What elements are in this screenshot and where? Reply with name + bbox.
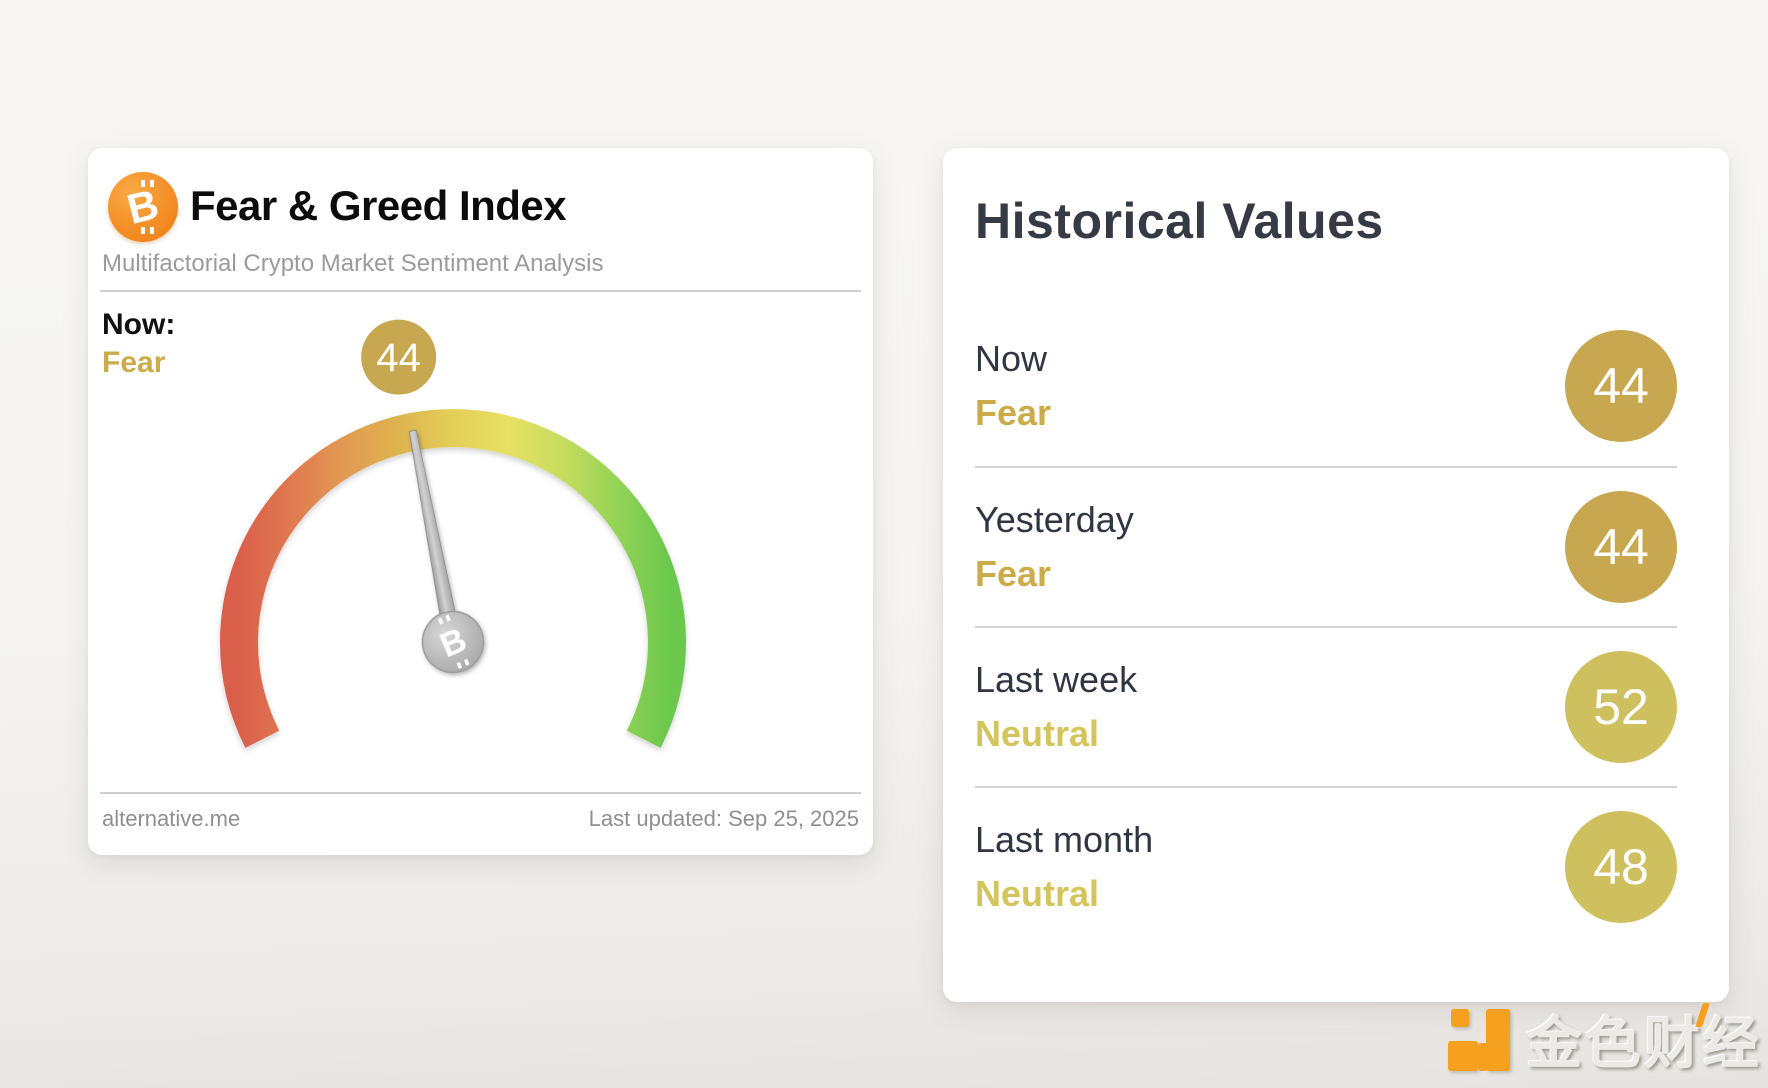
- fear-greed-gauge: B 44: [220, 319, 686, 748]
- bitcoin-tick: [140, 180, 145, 187]
- last-updated-text: Last updated: Sep 25, 2025: [588, 806, 859, 831]
- historical-values-card: Historical Values Now Fear 44 Yesterday …: [943, 148, 1729, 1002]
- widget-subtitle: Multifactorial Crypto Market Sentiment A…: [102, 250, 604, 277]
- row-label: Now: [975, 338, 1048, 379]
- historical-row-text: Now Fear: [975, 338, 1051, 434]
- now-label: Now:: [102, 308, 176, 341]
- row-value-badge: 48: [1565, 811, 1677, 923]
- historical-rows: Now Fear 44 Yesterday Fear 44 Last week …: [975, 306, 1677, 946]
- bitcoin-icon: B: [108, 172, 178, 242]
- footer-divider: [100, 792, 861, 794]
- row-classification: Neutral: [975, 873, 1100, 914]
- historical-row-text: Last week Neutral: [975, 659, 1137, 755]
- historical-row: Yesterday Fear 44: [975, 466, 1677, 626]
- historical-row-text: Yesterday Fear: [975, 499, 1134, 595]
- historical-values-title: Historical Values: [975, 193, 1384, 249]
- row-value-badge: 44: [1565, 330, 1677, 442]
- historical-row: Last month Neutral 48: [975, 786, 1677, 946]
- watermark-brand-text: 金色财经: [1526, 999, 1762, 1080]
- fear-greed-card: B Fear & Greed Index Multifactorial Cryp…: [88, 148, 873, 855]
- row-value-badge: 44: [1565, 491, 1677, 603]
- historical-row: Last week Neutral 52: [975, 626, 1677, 786]
- historical-row: Now Fear 44: [975, 306, 1677, 466]
- widget-footer: alternative.me Last updated: Sep 25, 202…: [102, 806, 859, 832]
- gauge-hub: [421, 610, 485, 674]
- bitcoin-tick: [140, 227, 145, 234]
- row-label: Last week: [975, 659, 1138, 700]
- gauge-value-badge-circle: [361, 319, 437, 395]
- row-value-badge: 52: [1565, 651, 1677, 763]
- row-label: Yesterday: [975, 499, 1134, 540]
- now-classification: Fear: [102, 346, 166, 379]
- gauge-value-badge-text: 44: [376, 336, 421, 380]
- jinse-finance-logo-icon: [1448, 1008, 1510, 1071]
- gauge-arc: [220, 409, 686, 748]
- source-link[interactable]: alternative.me: [102, 806, 241, 831]
- row-classification: Fear: [975, 553, 1052, 594]
- historical-row-text: Last month Neutral: [975, 819, 1153, 915]
- row-classification: Fear: [975, 392, 1052, 433]
- header-divider: [100, 290, 861, 292]
- widget-title: Fear & Greed Index: [190, 182, 567, 229]
- jinse-finance-watermark: 金色财经: [1448, 999, 1762, 1080]
- row-label: Last month: [975, 819, 1154, 860]
- gauge-needle-group: B: [408, 429, 485, 674]
- row-classification: Neutral: [975, 713, 1100, 754]
